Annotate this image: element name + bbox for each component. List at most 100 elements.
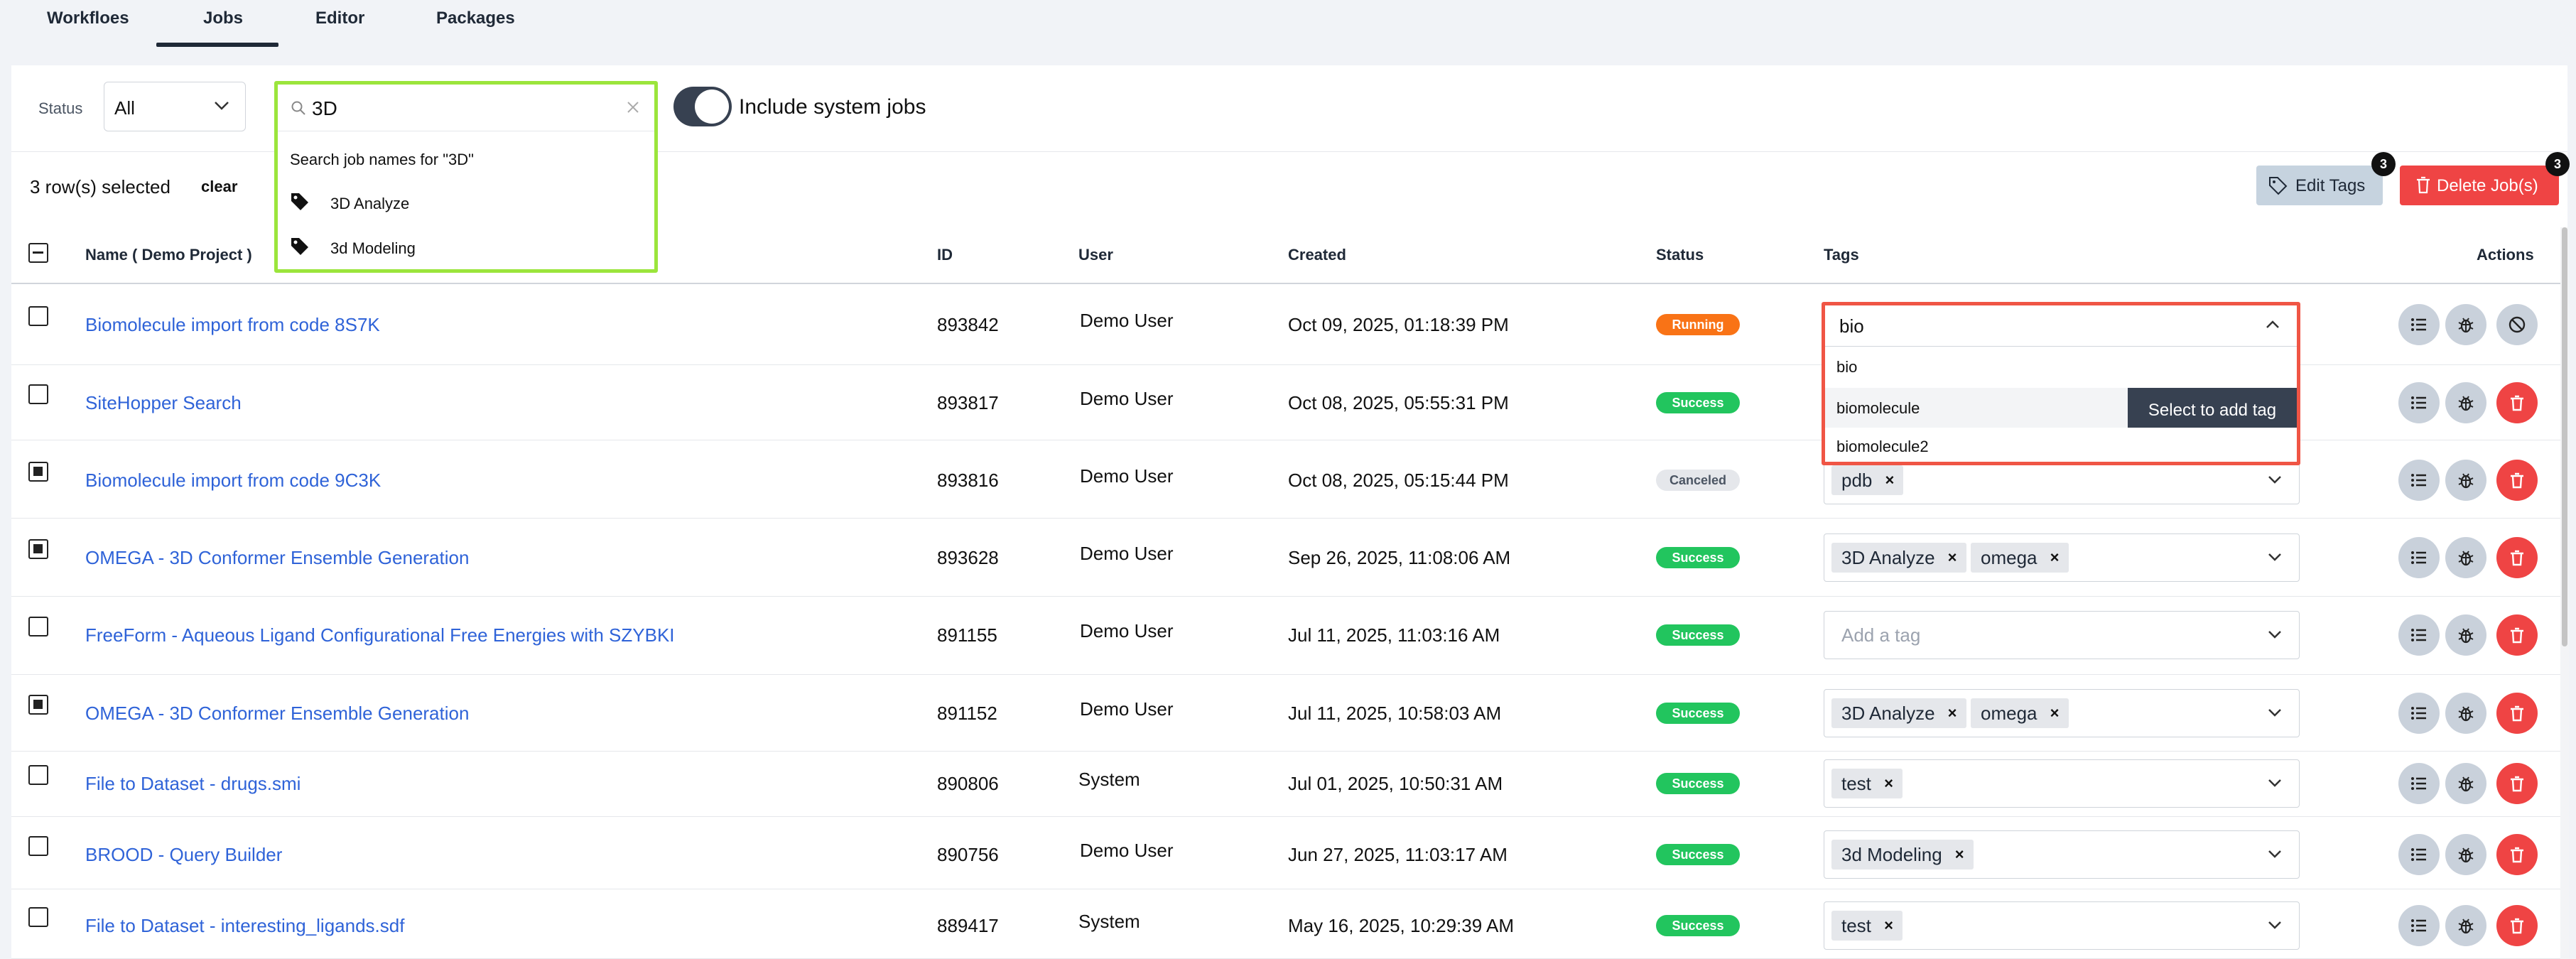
remove-tag-icon[interactable]: × xyxy=(1947,704,1957,722)
delete-job-button[interactable] xyxy=(2496,834,2538,875)
tags-select[interactable]: 3D Analyze × omega × xyxy=(1824,689,2300,737)
clear-selection-button[interactable]: clear xyxy=(201,178,238,195)
job-name-link[interactable]: BROOD - Query Builder xyxy=(85,844,283,865)
view-details-button[interactable] xyxy=(2398,905,2440,946)
row-checkbox[interactable] xyxy=(28,384,48,404)
job-name-link[interactable]: SiteHopper Search xyxy=(85,392,242,413)
include-system-jobs-toggle[interactable] xyxy=(673,87,732,126)
view-details-button[interactable] xyxy=(2398,460,2440,501)
tags-select[interactable]: Add a tag xyxy=(1824,611,2300,659)
suggestion-tag-3d-modeling[interactable]: 3d Modeling xyxy=(290,235,645,264)
tab-editor[interactable]: Editor xyxy=(315,9,365,28)
row-checkbox[interactable] xyxy=(28,907,48,927)
chevron-down-icon xyxy=(2268,476,2281,484)
tags-select[interactable]: 3D Analyze × omega × xyxy=(1824,533,2300,582)
column-header-created[interactable]: Created xyxy=(1288,246,1346,264)
view-details-button[interactable] xyxy=(2398,763,2440,804)
remove-tag-icon[interactable]: × xyxy=(2050,704,2060,722)
tag-chip: 3D Analyze × xyxy=(1831,543,1966,573)
status-badge: Success xyxy=(1656,703,1740,724)
remove-tag-icon[interactable]: × xyxy=(1884,774,1893,792)
row-checkbox[interactable] xyxy=(28,462,48,482)
tag-option-biomolecule2[interactable]: biomolecule2 xyxy=(1825,426,2297,466)
tag-option-bio[interactable]: bio xyxy=(1825,347,2297,386)
job-name-link[interactable]: File to Dataset - drugs.smi xyxy=(85,773,301,794)
debug-button[interactable] xyxy=(2445,905,2486,946)
row-checkbox[interactable] xyxy=(28,539,48,559)
tab-jobs[interactable]: Jobs xyxy=(203,9,244,28)
chevron-down-icon xyxy=(215,102,229,110)
delete-job-button[interactable] xyxy=(2496,460,2538,501)
row-checkbox[interactable] xyxy=(28,617,48,636)
job-name-link[interactable]: File to Dataset - interesting_ligands.sd… xyxy=(85,915,405,936)
tag-chip: pdb × xyxy=(1831,465,1904,495)
debug-button[interactable] xyxy=(2445,460,2486,501)
select-all-checkbox[interactable] xyxy=(28,243,48,263)
tags-select[interactable]: test × xyxy=(1824,901,2300,950)
job-name-link[interactable]: Biomolecule import from code 9C3K xyxy=(85,470,381,491)
tag-search-input[interactable]: bio xyxy=(1825,305,2297,347)
remove-tag-icon[interactable]: × xyxy=(1947,548,1957,566)
status-badge: Success xyxy=(1656,624,1740,646)
column-header-status[interactable]: Status xyxy=(1656,246,1704,264)
tab-packages[interactable]: Packages xyxy=(436,9,515,28)
status-filter-select[interactable]: All xyxy=(104,82,246,131)
remove-tag-icon[interactable]: × xyxy=(1885,471,1895,489)
job-search-input[interactable]: 3D xyxy=(278,85,654,131)
trash-icon xyxy=(2511,550,2523,566)
delete-job-button[interactable] xyxy=(2496,905,2538,946)
debug-button[interactable] xyxy=(2445,304,2486,345)
remove-tag-icon[interactable]: × xyxy=(2050,548,2060,566)
chevron-up-icon[interactable] xyxy=(2266,320,2280,330)
row-checkbox[interactable] xyxy=(28,765,48,785)
tab-workflows[interactable]: Workfloes xyxy=(47,9,129,28)
column-header-name[interactable]: Name ( Demo Project ) xyxy=(85,246,252,264)
tag-chip-label: omega xyxy=(1981,703,2037,724)
delete-job-button[interactable] xyxy=(2496,763,2538,804)
debug-button[interactable] xyxy=(2445,382,2486,423)
column-header-id[interactable]: ID xyxy=(937,246,953,264)
debug-button[interactable] xyxy=(2445,834,2486,875)
search-job-names-option[interactable]: Search job names for "3D" xyxy=(290,151,474,168)
job-name-link[interactable]: Biomolecule import from code 8S7K xyxy=(85,314,380,335)
row-checkbox[interactable] xyxy=(28,695,48,715)
debug-button[interactable] xyxy=(2445,614,2486,656)
delete-jobs-button[interactable]: Delete Job(s) xyxy=(2400,166,2559,205)
remove-tag-icon[interactable]: × xyxy=(1954,845,1964,863)
cancel-job-button[interactable] xyxy=(2496,304,2538,345)
debug-button[interactable] xyxy=(2445,693,2486,734)
scrollbar-thumb[interactable] xyxy=(2562,227,2567,646)
clear-search-icon[interactable] xyxy=(626,100,640,114)
tag-chip-label: test xyxy=(1841,773,1871,794)
tag-option-biomolecule[interactable]: biomolecule Select to add tag xyxy=(1825,388,2297,428)
view-details-button[interactable] xyxy=(2398,614,2440,656)
job-name-link[interactable]: OMEGA - 3D Conformer Ensemble Generation xyxy=(85,547,470,568)
job-name-link[interactable]: FreeForm - Aqueous Ligand Configurationa… xyxy=(85,624,675,646)
tag-icon xyxy=(291,238,308,255)
delete-job-button[interactable] xyxy=(2496,537,2538,578)
delete-job-button[interactable] xyxy=(2496,382,2538,423)
row-checkbox[interactable] xyxy=(28,836,48,856)
column-header-user[interactable]: User xyxy=(1078,246,1113,264)
edit-tags-button[interactable]: Edit Tags xyxy=(2256,166,2383,205)
status-filter-label: Status xyxy=(38,99,83,117)
row-checkbox[interactable] xyxy=(28,306,48,326)
view-details-button[interactable] xyxy=(2398,693,2440,734)
tags-select[interactable]: 3d Modeling × xyxy=(1824,830,2300,879)
tags-select[interactable]: test × xyxy=(1824,759,2300,808)
view-details-button[interactable] xyxy=(2398,537,2440,578)
status-badge: Success xyxy=(1656,773,1740,794)
delete-job-button[interactable] xyxy=(2496,693,2538,734)
view-details-button[interactable] xyxy=(2398,304,2440,345)
delete-job-button[interactable] xyxy=(2496,614,2538,656)
job-id: 889417 xyxy=(937,915,999,936)
view-details-button[interactable] xyxy=(2398,382,2440,423)
job-name-link[interactable]: OMEGA - 3D Conformer Ensemble Generation xyxy=(85,703,470,724)
job-user: Demo User xyxy=(1080,310,1174,331)
suggestion-tag-3d-analyze[interactable]: 3D Analyze xyxy=(290,190,645,219)
debug-button[interactable] xyxy=(2445,763,2486,804)
table-scrollbar[interactable] xyxy=(2560,227,2569,959)
debug-button[interactable] xyxy=(2445,537,2486,578)
remove-tag-icon[interactable]: × xyxy=(1884,916,1893,934)
view-details-button[interactable] xyxy=(2398,834,2440,875)
